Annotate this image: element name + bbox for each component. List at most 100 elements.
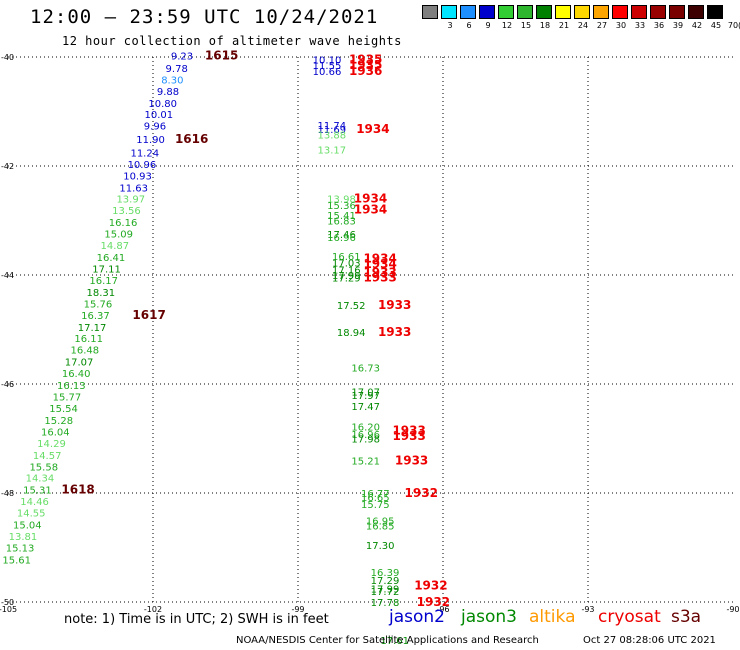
- wave-height-label: 16.40: [62, 369, 91, 380]
- wave-height-label: 9.23: [171, 51, 193, 62]
- wave-height-label: 16.39: [371, 568, 400, 579]
- time-label: 1932: [417, 595, 450, 609]
- y-tick-label: -44: [1, 271, 14, 280]
- wave-height-label: 17.29: [371, 576, 400, 587]
- time-label: 1933: [378, 298, 411, 312]
- color-scale-label: 9: [485, 21, 491, 30]
- color-scale-swatch: [707, 5, 723, 19]
- wave-height-label: 16.95: [366, 516, 395, 527]
- wave-height-label: 17.03: [332, 258, 361, 269]
- wave-height-label: 16.11: [74, 334, 103, 345]
- wave-height-label: 17.47: [351, 402, 380, 413]
- wave-height-label: 8.30: [161, 75, 183, 86]
- time-label: 1934: [356, 122, 389, 136]
- wave-height-label: 17.97: [351, 391, 380, 402]
- wave-height-label: 17.99: [371, 584, 400, 595]
- wave-height-label: 16.83: [327, 217, 356, 228]
- wave-height-label: 15.58: [29, 462, 58, 473]
- time-label: 1933: [395, 453, 428, 467]
- color-scale-label: 3: [447, 21, 453, 30]
- wave-height-label: 16.73: [351, 364, 380, 375]
- color-scale-swatch: [688, 5, 704, 19]
- wave-height-label: 10.96: [128, 160, 157, 171]
- color-scale-swatch: [631, 5, 647, 19]
- wave-height-label: 14.34: [26, 474, 55, 485]
- wave-height-label: 15.04: [13, 521, 42, 532]
- color-scale-swatch: [422, 5, 438, 19]
- wave-height-label: 10.01: [144, 110, 173, 121]
- wave-height-label: 13.98: [327, 195, 356, 206]
- wave-height-label: 15.09: [104, 230, 133, 241]
- color-scale-swatch: [669, 5, 685, 19]
- color-scale-label: 12: [501, 21, 513, 30]
- color-scale-swatch: [612, 5, 628, 19]
- footer-credit: NOAA/NESDIS Center for Satellite Applica…: [236, 635, 539, 646]
- y-tick-label: -40: [1, 53, 14, 62]
- wave-height-label: 11.69: [318, 125, 347, 136]
- wave-height-label: 15.41: [327, 211, 356, 222]
- wave-height-label: 17.78: [371, 598, 400, 609]
- wave-height-label: 16.96: [351, 430, 380, 441]
- wave-height-label: 16.65: [361, 493, 390, 504]
- wave-height-label: 15.61: [2, 555, 31, 566]
- wave-height-label: 14.57: [33, 451, 62, 462]
- footer-note: note: 1) Time is in UTC; 2) SWH is in fe…: [64, 612, 329, 627]
- color-scale-swatch: [479, 5, 495, 19]
- wave-height-label: 14.46: [20, 497, 49, 508]
- wave-height-label: 17.99: [332, 271, 361, 282]
- wave-height-label: 16.04: [41, 427, 70, 438]
- color-scale-swatch: [460, 5, 476, 19]
- color-scale-swatch: [593, 5, 609, 19]
- wave-height-label: 16.41: [97, 253, 126, 264]
- color-scale-label: 15: [520, 21, 532, 30]
- wave-height-label: 16.96: [327, 233, 356, 244]
- wave-height-label: 10.10: [313, 56, 342, 67]
- wave-height-label: 15.77: [53, 393, 82, 404]
- time-label: 1618: [61, 483, 94, 497]
- color-scale-label: 36: [653, 21, 665, 30]
- time-label: 1933: [392, 429, 425, 443]
- legend-item-jason2: jason2: [389, 607, 445, 627]
- color-scale-label: 24: [577, 21, 589, 30]
- wave-height-label: 17.17: [78, 323, 107, 334]
- wave-height-label: 16.20: [351, 423, 380, 434]
- wave-height-label: 11.63: [119, 183, 148, 194]
- wave-height-label: 17.52: [337, 301, 366, 312]
- time-label: 1936: [349, 64, 382, 78]
- wave-height-label: 17.16: [332, 266, 361, 277]
- wave-height-label: 11.55: [313, 61, 342, 72]
- color-scale-swatch: [441, 5, 457, 19]
- color-scale-swatch: [650, 5, 666, 19]
- time-label: 1932: [414, 579, 447, 593]
- wave-height-label: 13.88: [318, 130, 347, 141]
- x-tick-label: -93: [581, 605, 594, 614]
- time-label: 1616: [175, 132, 208, 146]
- wave-height-label: 16.13: [57, 381, 86, 392]
- wave-height-label: 16.16: [109, 218, 138, 229]
- time-label: 1933: [363, 265, 396, 279]
- time-label: 1933: [363, 271, 396, 285]
- time-label: 1934: [363, 257, 396, 271]
- time-label: 1615: [205, 48, 238, 62]
- wave-height-label: 16.48: [71, 346, 100, 357]
- wave-height-label: 10.80: [148, 99, 177, 110]
- footer-timestamp: Oct 27 08:28:06 UTC 2021: [583, 635, 716, 646]
- y-tick-label: -46: [1, 380, 14, 389]
- wave-height-label: 17.98: [351, 435, 380, 446]
- time-label: 1934: [354, 203, 387, 217]
- wave-height-label: 9.88: [157, 87, 179, 98]
- wave-height-label: 17.11: [92, 264, 121, 275]
- wave-height-label: 9.78: [166, 64, 188, 75]
- x-tick-label: -96: [436, 605, 449, 614]
- legend-item-s3a: s3a: [671, 607, 702, 627]
- color-scale-swatch: [517, 5, 533, 19]
- legend-item-jason3: jason3: [461, 607, 517, 627]
- color-scale-label: 6: [466, 21, 472, 30]
- time-label: 1933: [378, 325, 411, 339]
- y-tick-label: -50: [1, 598, 14, 607]
- wave-height-label: 14.55: [17, 509, 46, 520]
- wave-height-label: 18.31: [86, 288, 115, 299]
- wave-height-label: 14.29: [37, 439, 66, 450]
- wave-height-label: 9.96: [144, 122, 166, 133]
